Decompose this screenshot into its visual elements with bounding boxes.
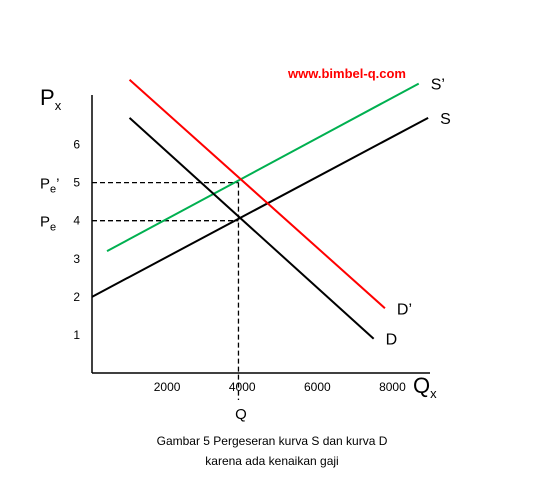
q-marker-label: Q bbox=[235, 406, 247, 423]
x-tick-label: 8000 bbox=[379, 380, 406, 394]
y-tick-label: 4 bbox=[73, 214, 80, 228]
series-line-2 bbox=[128, 117, 375, 340]
y-tick-label: 3 bbox=[73, 252, 80, 266]
y-tick-label: 1 bbox=[73, 328, 80, 342]
series-label-0: S bbox=[440, 111, 451, 128]
y-tick-label: 6 bbox=[73, 138, 80, 152]
x-tick-label: 4000 bbox=[229, 380, 256, 394]
x-axis-title: Qx bbox=[413, 373, 437, 401]
caption-line-2: karena ada kenaikan gaji bbox=[205, 454, 338, 468]
y-axis-title: Px bbox=[40, 85, 62, 113]
equilibrium-price-label: Pe’ bbox=[40, 176, 59, 196]
equilibrium-labels: Pe Pe’ bbox=[40, 176, 59, 234]
series-line-3 bbox=[128, 79, 386, 310]
curves bbox=[91, 79, 429, 340]
y-tick-labels: 1 2 3 4 5 6 bbox=[73, 138, 80, 342]
x-tick-label: 6000 bbox=[304, 380, 331, 394]
x-tick-labels: 2000 4000 6000 8000 bbox=[154, 380, 406, 394]
equilibrium-price-label: Pe bbox=[40, 214, 56, 234]
x-tick-label: 2000 bbox=[154, 380, 181, 394]
caption-line-1: Gambar 5 Pergeseran kurva S dan kurva D bbox=[157, 434, 388, 448]
watermark: www.bimbel-q.com bbox=[287, 66, 406, 81]
series-label-2: D bbox=[386, 332, 398, 349]
series-label-3: D’ bbox=[397, 301, 412, 318]
curve-labels: S S’ D D’ bbox=[386, 77, 451, 349]
series-line-1 bbox=[106, 82, 420, 253]
series-label-1: S’ bbox=[431, 77, 445, 94]
y-tick-label: 2 bbox=[73, 290, 80, 304]
y-tick-label: 5 bbox=[73, 176, 80, 190]
series-line-0 bbox=[91, 116, 429, 298]
equilibrium-guides bbox=[92, 181, 240, 400]
